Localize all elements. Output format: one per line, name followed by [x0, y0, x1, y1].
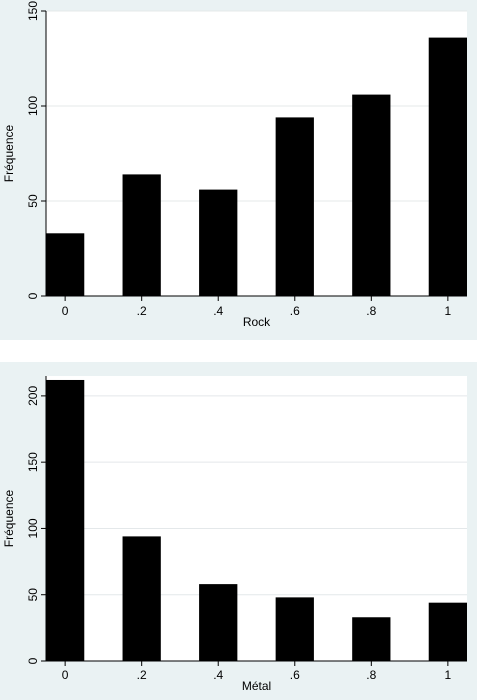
bar-.8 — [352, 617, 391, 661]
x-tick-label: 1 — [445, 304, 452, 318]
y-axis-title: Fréquence — [2, 489, 16, 547]
y-tick-label: 50 — [26, 588, 40, 602]
bar-.6 — [275, 117, 314, 297]
x-tick-label: .8 — [366, 668, 376, 682]
x-tick-label: .2 — [137, 304, 147, 318]
x-tick-label: .6 — [290, 668, 300, 682]
plot-area — [46, 11, 467, 296]
y-tick-label: 0 — [26, 657, 40, 664]
x-tick-label: .4 — [213, 304, 223, 318]
x-tick-label: .6 — [290, 304, 300, 318]
metal-histogram-panel: 0 50 100 150 200 0 .2 .4 .6 .8 1 Métal Fréquence — [0, 362, 477, 700]
x-axis-title: Métal — [242, 679, 271, 693]
metal-histogram-chart: 0 50 100 150 200 0 .2 .4 .6 .8 1 Métal Fréquence — [2, 376, 467, 693]
bar-.4 — [199, 584, 238, 661]
y-tick-label: 100 — [26, 518, 40, 538]
rock-histogram-chart: 0 50 100 150 0 .2 .4 .6 .8 1 Rock Fréquence — [2, 1, 467, 329]
bar-.6 — [275, 597, 314, 661]
bar-0 — [46, 379, 85, 661]
bar-1 — [428, 602, 467, 661]
x-tick-label: 0 — [62, 304, 69, 318]
x-tick-label: .8 — [366, 304, 376, 318]
plot-area — [46, 376, 467, 661]
x-tick-label: .4 — [213, 668, 223, 682]
rock-histogram-panel: 0 50 100 150 0 .2 .4 .6 .8 1 Rock Fréquence — [0, 0, 477, 340]
y-tick-label: 100 — [26, 96, 40, 116]
y-tick-label: 150 — [26, 1, 40, 21]
bar-.4 — [199, 189, 238, 296]
bar-1 — [428, 37, 467, 296]
y-tick-label: 0 — [26, 292, 40, 299]
y-tick-label: 150 — [26, 452, 40, 472]
x-tick-label: 0 — [62, 668, 69, 682]
x-tick-label: .2 — [137, 668, 147, 682]
y-tick-label: 50 — [26, 194, 40, 208]
bar-0 — [46, 233, 85, 296]
x-tick-label: 1 — [445, 668, 452, 682]
y-axis-title: Fréquence — [2, 124, 16, 182]
bar-.8 — [352, 94, 391, 296]
y-tick-label: 200 — [26, 386, 40, 406]
x-axis-title: Rock — [243, 315, 271, 329]
bar-.2 — [122, 536, 161, 661]
bar-.2 — [122, 174, 161, 296]
